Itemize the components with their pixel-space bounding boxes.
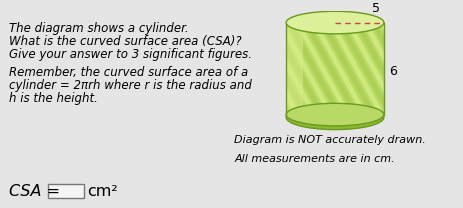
- Text: Remember, the curved surface area of a: Remember, the curved surface area of a: [9, 66, 248, 79]
- Text: h is the height.: h is the height.: [9, 92, 98, 105]
- Text: cm²: cm²: [87, 184, 118, 199]
- Text: 6: 6: [389, 65, 397, 78]
- Ellipse shape: [286, 11, 384, 34]
- Polygon shape: [286, 23, 384, 115]
- Text: What is the curved surface area (CSA)?: What is the curved surface area (CSA)?: [9, 35, 242, 48]
- Text: Diagram is NOT accurately drawn.: Diagram is NOT accurately drawn.: [234, 135, 426, 145]
- Polygon shape: [286, 23, 384, 115]
- Bar: [48, 184, 84, 198]
- Ellipse shape: [286, 103, 384, 126]
- Text: All measurements are in cm.: All measurements are in cm.: [234, 154, 395, 164]
- Text: The diagram shows a cylinder.: The diagram shows a cylinder.: [9, 22, 188, 35]
- Text: cylinder = 2πrh where r is the radius and: cylinder = 2πrh where r is the radius an…: [9, 79, 252, 92]
- Text: CSA =: CSA =: [9, 184, 65, 199]
- Ellipse shape: [286, 105, 384, 130]
- Polygon shape: [286, 23, 303, 115]
- Text: Give your answer to 3 significant figures.: Give your answer to 3 significant figure…: [9, 48, 252, 61]
- Text: 5: 5: [372, 2, 380, 15]
